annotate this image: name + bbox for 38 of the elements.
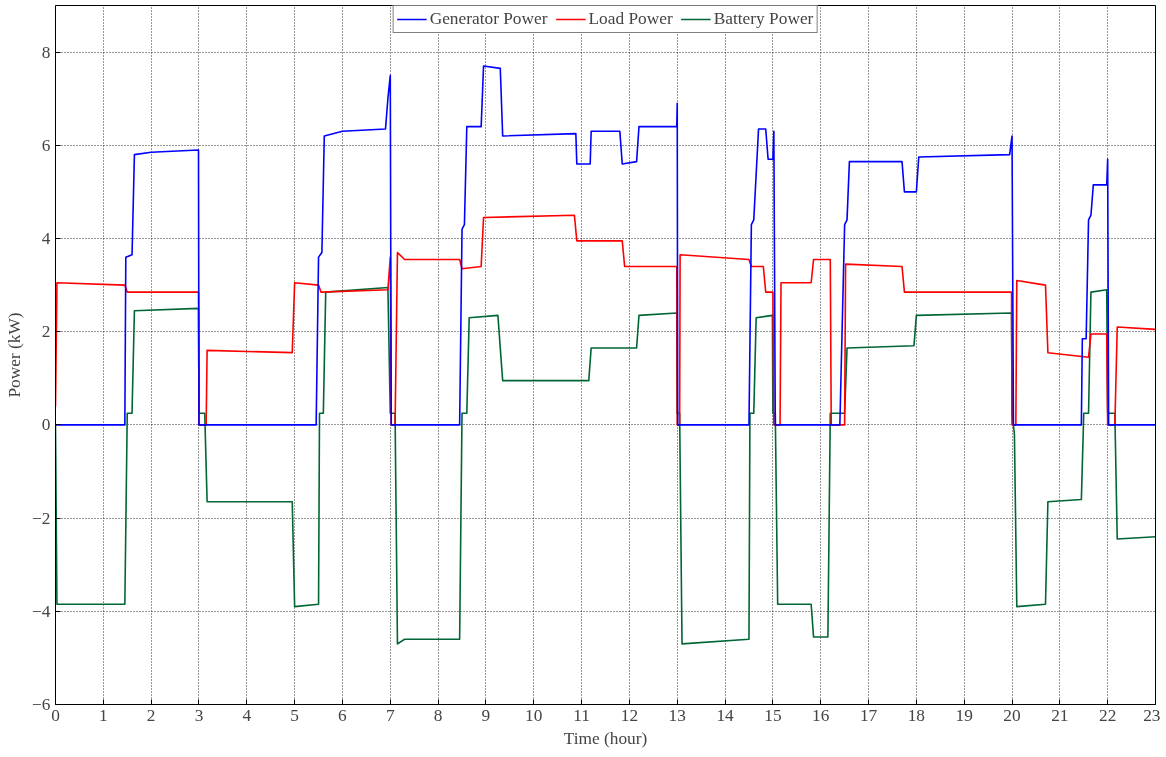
x-tick-label: 1 (98, 705, 108, 725)
x-tick-label: 3 (194, 705, 204, 725)
x-tick-label: 6 (338, 705, 348, 725)
x-tick-label: 13 (668, 705, 686, 725)
line-series (55, 65, 1156, 426)
y-tick-label: 4 (41, 229, 51, 248)
y-tick-label: 8 (41, 42, 51, 62)
x-tick-label: 15 (764, 705, 782, 725)
legend-label: Generator Power (429, 9, 548, 29)
x-tick-label: 4 (242, 705, 252, 725)
x-tick-label: 16 (812, 705, 830, 725)
y-tick-label: −4 (32, 601, 51, 621)
line-series (55, 214, 1156, 426)
y-tick-label: −2 (32, 508, 51, 528)
x-tick-label: 9 (481, 705, 491, 725)
legend-label: Battery Power (713, 9, 814, 29)
legend-label: Load Power (588, 9, 673, 29)
x-tick-label: 21 (1051, 705, 1069, 725)
x-axis-title: Time (hour) (563, 728, 648, 748)
x-tick-label: 12 (620, 705, 639, 725)
y-axis-title: Power (kW) (5, 312, 25, 398)
x-tick-label: 19 (955, 705, 973, 725)
x-tick-label: 7 (385, 705, 395, 725)
y-tick-label: 6 (41, 135, 51, 155)
x-tick-label: 10 (525, 705, 543, 725)
x-tick-label: 2 (146, 705, 156, 725)
y-tick-label: 0 (41, 415, 51, 435)
x-tick-label: 14 (716, 705, 735, 725)
x-tick-label: 5 (290, 705, 299, 725)
x-tick-label: 22 (1099, 705, 1117, 725)
x-tick-label: 20 (1003, 705, 1021, 725)
x-tick-label: 11 (573, 705, 590, 725)
y-tick-label: −6 (32, 695, 51, 714)
x-tick-label: 17 (859, 705, 878, 725)
y-tick-label: 2 (41, 322, 51, 342)
x-tick-label: 18 (907, 705, 926, 725)
x-tick-label: 23 (1143, 705, 1161, 725)
x-tick-label: 8 (433, 705, 443, 725)
